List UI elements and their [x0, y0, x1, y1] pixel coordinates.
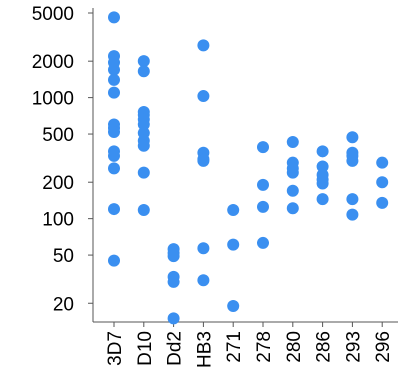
data-point: [316, 145, 329, 158]
y-tick-label: 5000: [32, 4, 74, 25]
data-point: [257, 236, 269, 249]
data-point: [137, 139, 150, 152]
data-point: [227, 299, 240, 312]
data-point: [167, 250, 180, 263]
data-point: [137, 203, 150, 216]
y-tick-label: 50: [53, 246, 74, 267]
data-point: [316, 177, 329, 190]
x-tick-label: 278: [254, 331, 275, 363]
y-tick-label: 1000: [32, 89, 74, 110]
y-tick-label: 500: [42, 125, 74, 146]
data-point: [227, 203, 240, 216]
data-point: [137, 118, 150, 131]
x-tick-label: 271: [224, 331, 245, 363]
data-point: [167, 312, 180, 325]
y-axis-ticks: 5000 2000 1000 500 200 100 50 20: [32, 4, 93, 315]
data-point: [286, 184, 299, 197]
data-point: [137, 166, 150, 179]
data-point: [346, 208, 359, 221]
data-point: [257, 200, 269, 213]
data-point: [108, 162, 120, 175]
y-tick-label: 2000: [32, 52, 74, 73]
data-point: [108, 73, 120, 86]
x-axis-ticks: 3D7 D10 Dd2 HB3 271 278 280 286 293 296: [105, 322, 394, 368]
data-point: [316, 160, 329, 173]
data-points: [108, 11, 389, 325]
data-point: [108, 11, 120, 24]
data-point: [137, 65, 150, 78]
x-tick-label: HB3: [194, 331, 215, 368]
data-point: [197, 90, 210, 103]
data-point: [108, 63, 120, 76]
data-point: [316, 193, 329, 206]
data-point: [108, 203, 120, 216]
data-point: [197, 39, 210, 52]
x-tick-label: 280: [284, 331, 305, 363]
data-point: [197, 274, 210, 287]
data-point: [197, 154, 210, 167]
data-point: [346, 193, 359, 206]
x-tick-label: Dd2: [165, 331, 186, 366]
x-tick-label: D10: [135, 331, 156, 366]
data-point: [286, 202, 299, 215]
data-point: [108, 86, 120, 99]
data-point: [286, 135, 299, 148]
data-point: [286, 166, 299, 179]
data-point: [346, 154, 359, 167]
data-point: [108, 149, 120, 162]
data-point: [257, 178, 269, 191]
x-tick-label: 293: [343, 331, 364, 363]
data-point: [376, 196, 389, 209]
data-point: [257, 141, 269, 154]
y-tick-label: 20: [53, 294, 74, 315]
data-point: [376, 176, 389, 189]
x-tick-label: 286: [314, 331, 335, 363]
y-tick-label: 200: [42, 173, 74, 194]
y-tick-label: 100: [42, 210, 74, 231]
data-point: [376, 156, 389, 169]
data-point: [346, 131, 359, 144]
x-tick-label: 296: [373, 331, 394, 363]
data-point: [108, 254, 120, 267]
data-point: [108, 125, 120, 138]
x-tick-label: 3D7: [105, 331, 126, 366]
data-point: [167, 275, 180, 288]
data-point: [227, 238, 240, 251]
data-point: [197, 242, 210, 255]
data-point: [137, 55, 150, 68]
